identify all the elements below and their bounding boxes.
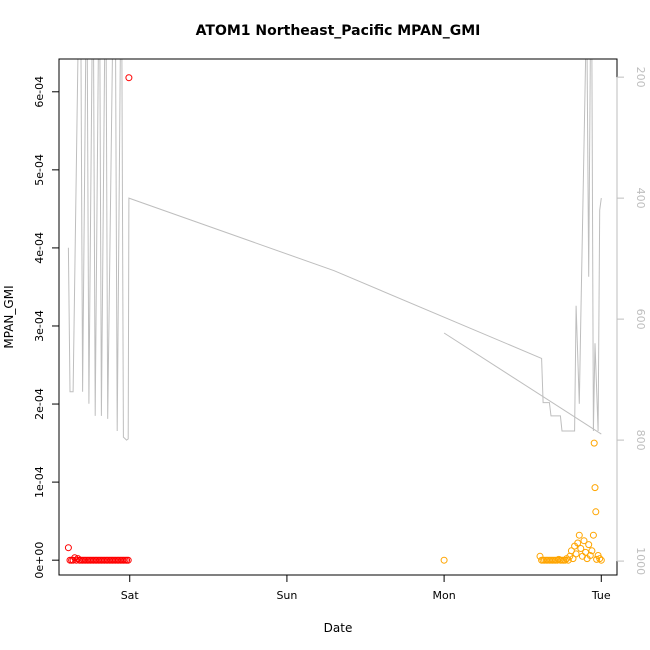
y-tick-label-3: 3e-04 [33,310,46,342]
series-1-point-38 [124,556,132,564]
series-2-point-33 [586,552,594,559]
x-tick-label-0: Sat [121,589,140,602]
y-tick-label-1: 1e-04 [33,466,46,498]
series-0-line-0 [67,59,602,441]
y-tick-label-0: 0e+00 [33,542,46,579]
x-axis-label: Date [324,621,353,635]
series-2-point-42 [597,556,605,564]
series-2-point-21 [567,547,575,555]
series-2-point-24 [572,550,580,558]
right-tick-label-1: 400 [634,188,647,209]
series-2-point-27 [577,545,585,552]
y-tick-label-4: 4e-04 [33,232,46,264]
chart-title: ATOM1 Northeast_Pacific MPAN_GMI [196,23,481,39]
series-2-point-38 [592,508,600,516]
right-tick-label-3: 800 [634,430,647,451]
series-1-point-0 [64,544,72,552]
series-2-point-22 [569,555,577,563]
series-2-point-34 [588,547,596,555]
right-tick-label-0: 200 [634,67,647,88]
series-2-point-35 [589,531,597,539]
x-tick-label-1: Sun [276,589,297,602]
series-2-point-41 [596,555,604,563]
y-tick-label-5: 5e-04 [33,154,46,186]
right-tick-label-2: 600 [634,309,647,330]
series-1-point-39 [125,74,133,82]
series-2-point-25 [574,539,582,547]
series-2-point-26 [575,531,583,539]
y-axis-label: MPAN_GMI [2,285,16,348]
series-2-point-37 [591,484,599,492]
series-2-point-39 [593,555,601,563]
plot-area [64,59,605,564]
y-tick-label-2: 2e-04 [33,388,46,420]
series-2-point-30 [582,548,590,556]
right-tick-label-4: 1000 [634,547,647,575]
series-0-line-1 [443,332,602,435]
x-tick-label-3: Tue [591,589,611,602]
axes: Sat Sun Mon Tue 0e+00 1e-04 2e-04 3e-04 4e-04 5e-… [33,67,647,602]
series-2-point-36 [590,439,598,447]
plot-frame [58,58,618,576]
series-2-point-0 [440,556,448,564]
y-tick-label-6: 6e-04 [33,76,46,108]
series-2-point-29 [580,537,588,545]
series-group [64,59,605,564]
series-2-point-19 [564,556,572,564]
x-tick-label-2: Mon [432,589,455,602]
series-2-point-17 [561,556,569,564]
series-2-point-32 [585,541,593,549]
